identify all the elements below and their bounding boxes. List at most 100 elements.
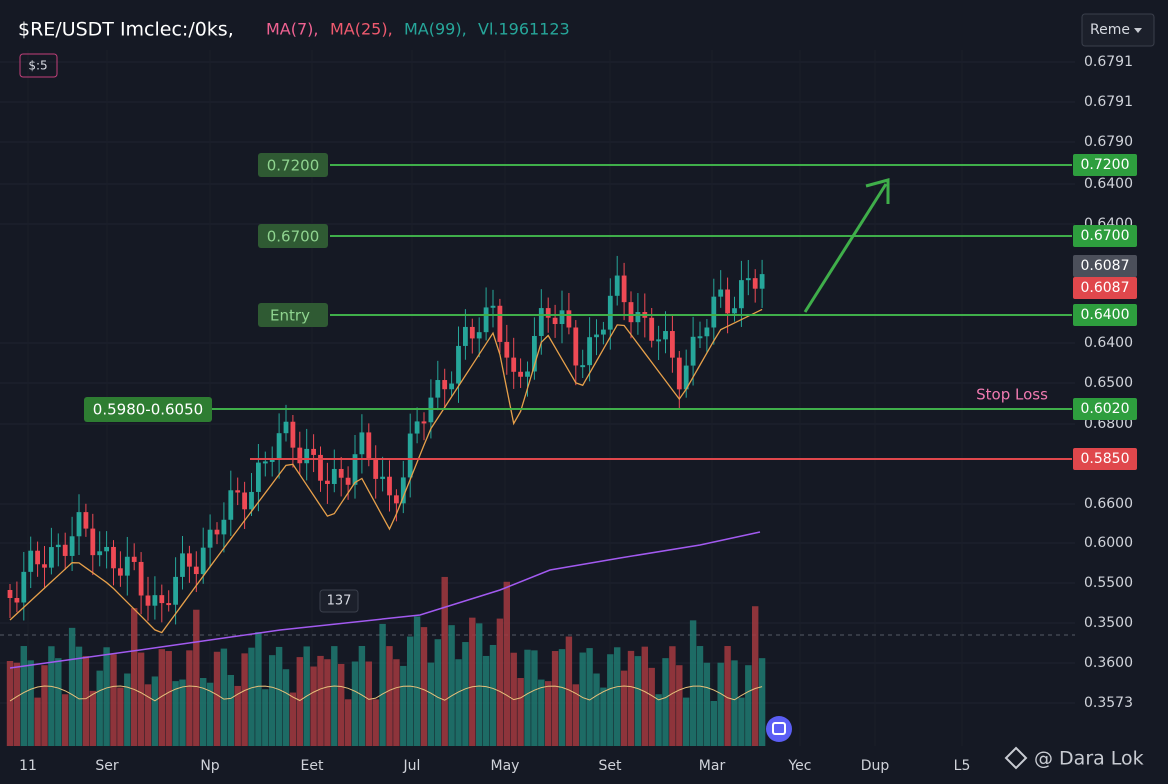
volume-bar (420, 627, 428, 746)
candle-body (297, 447, 303, 464)
price-tag (1073, 277, 1137, 299)
volume-bar (413, 616, 421, 746)
candle-body (545, 308, 551, 318)
volume-bar (683, 697, 690, 746)
badge[interactable]: $:5 (28, 59, 47, 73)
volume-bar (752, 606, 759, 746)
dropdown[interactable] (1081, 13, 1155, 47)
volume-bar (62, 694, 69, 746)
volume-ma-line (9, 685, 763, 702)
candle-body (718, 289, 724, 297)
candle-body (587, 337, 592, 366)
candle-body (111, 546, 116, 569)
candle-body (228, 490, 234, 520)
watermark: @ Dara Lok (1034, 748, 1144, 770)
price-tag-text: 0.6700 (1081, 228, 1130, 244)
candle-body (656, 339, 661, 342)
volume-bar (248, 647, 255, 746)
candle-body (670, 331, 675, 358)
candle-body (380, 476, 385, 479)
volume-bar (717, 662, 724, 746)
candle-body (55, 544, 61, 548)
volume-bar (648, 667, 655, 746)
candle-body (407, 433, 413, 478)
candle-body (359, 432, 365, 455)
volume-bar (331, 646, 338, 746)
price-tag-text: 0.5850 (1081, 451, 1130, 467)
candle-body (532, 335, 537, 372)
candle-body (180, 553, 185, 577)
price-tag-text: 0.6087 (1081, 280, 1130, 296)
volume-bar (20, 646, 27, 746)
volume-bar (558, 649, 566, 746)
candle-body (601, 329, 606, 335)
candle-body (676, 357, 682, 390)
candle-body (635, 312, 641, 323)
candle-body (628, 302, 634, 323)
volume-bar (213, 651, 221, 746)
price-tag (1073, 448, 1137, 470)
candle-body (28, 550, 34, 572)
candle-body (469, 326, 475, 339)
candle-body (594, 334, 599, 338)
time-axis-label: Yec (787, 758, 811, 774)
price-tag-text: 0.6400 (1081, 307, 1130, 323)
candle-body (173, 576, 178, 605)
ma25: MA(25), (330, 20, 393, 39)
level-label: Entry (270, 307, 310, 325)
candle-body (711, 296, 717, 328)
volume-bar (634, 656, 642, 746)
volume-bar (579, 652, 586, 746)
volume-bar (600, 687, 607, 746)
volume-bar (41, 665, 48, 746)
candle-body (483, 307, 489, 333)
badge-box[interactable] (19, 53, 58, 78)
candle-body (552, 317, 558, 325)
volume-bars (6, 576, 766, 746)
volume-bar (724, 646, 731, 746)
candle-body (318, 454, 323, 481)
price-tag-text: 0.6087 (1081, 258, 1130, 274)
candle-body (311, 448, 316, 455)
volume-bar (310, 666, 317, 746)
volume-bar (586, 648, 593, 746)
candle-body (732, 308, 737, 314)
candle-body (394, 495, 399, 504)
candle-body (249, 491, 254, 510)
ma-line (9, 531, 761, 669)
candle-body (525, 371, 530, 377)
candle-body (607, 295, 613, 330)
price-axis-label: 0.6600 (1084, 496, 1133, 512)
candle-body (745, 278, 751, 281)
price-axis-label: 0.3500 (1084, 615, 1133, 631)
volume-bar (117, 687, 124, 746)
candle-body (697, 336, 703, 339)
candle-body (352, 454, 358, 485)
candle-body (283, 421, 289, 434)
volume-bar (662, 658, 669, 746)
volume-bar (34, 697, 41, 746)
tool-icon[interactable] (772, 722, 786, 735)
volume-bar (27, 660, 34, 746)
volume-bar (324, 659, 331, 746)
candle-body (331, 468, 337, 484)
volume-bar (482, 655, 490, 746)
volume-bar (103, 647, 110, 746)
candle-body (752, 278, 758, 289)
volume-bar (193, 609, 200, 746)
volume-bar (344, 699, 352, 746)
price-tag (1073, 225, 1137, 247)
candle-body (690, 336, 696, 366)
tool-button[interactable] (766, 716, 792, 742)
dropdown-caret[interactable] (1134, 28, 1142, 33)
volume-bar (551, 651, 559, 746)
time-axis-label: Np (200, 758, 219, 774)
dropdown-label[interactable]: Reme (1090, 22, 1130, 38)
candle-body (214, 529, 220, 535)
volume-bar (400, 665, 407, 746)
volume-bar (434, 639, 441, 746)
volume-bar (731, 660, 738, 746)
candle-body (104, 546, 109, 552)
price-tag (1073, 304, 1137, 326)
